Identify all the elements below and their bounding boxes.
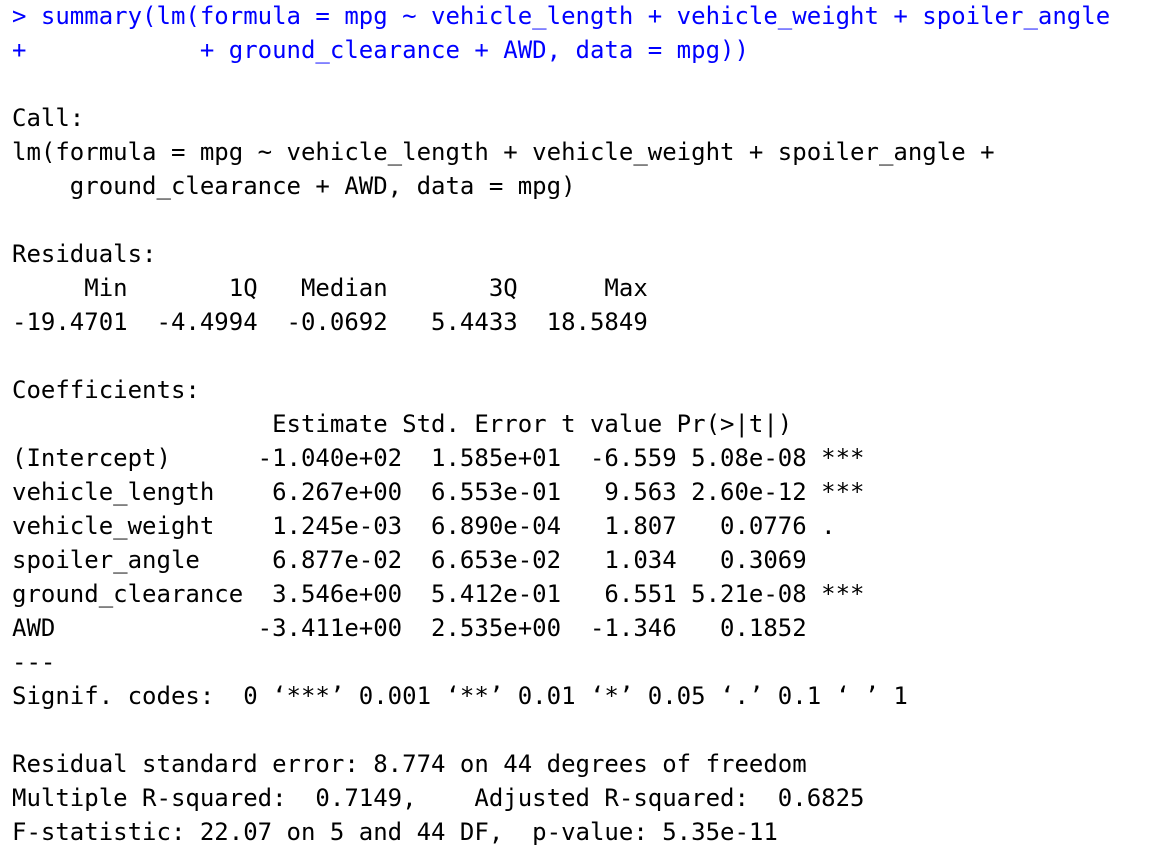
call-formula-line: lm(formula = mpg ~ vehicle_length + vehi… xyxy=(12,138,995,166)
residual-standard-error-line: Residual standard error: 8.774 on 44 deg… xyxy=(12,750,807,778)
call-header: Call: xyxy=(12,104,85,132)
blank-line xyxy=(12,67,1152,101)
coefficient-row-spoiler-angle: spoiler_angle 6.877e-02 6.653e-02 1.034 … xyxy=(12,546,807,574)
coefficient-row-intercept: (Intercept) -1.040e+02 1.585e+01 -6.559 … xyxy=(12,444,865,472)
r-squared-line: Multiple R-squared: 0.7149, Adjusted R-s… xyxy=(12,784,865,812)
signif-codes-line: Signif. codes: 0 ‘***’ 0.001 ‘**’ 0.01 ‘… xyxy=(12,682,908,710)
blank-line xyxy=(12,713,1152,747)
coefficients-column-headers: Estimate Std. Error t value Pr(>|t|) xyxy=(12,410,793,438)
coefficient-row-vehicle-length: vehicle_length 6.267e+00 6.553e-01 9.563… xyxy=(12,478,865,506)
coefficient-row-ground-clearance: ground_clearance 3.546e+00 5.412e-01 6.5… xyxy=(12,580,865,608)
blank-line xyxy=(12,339,1152,373)
coefficient-row-vehicle-weight: vehicle_weight 1.245e-03 6.890e-04 1.807… xyxy=(12,512,836,540)
coefficient-row-awd: AWD -3.411e+00 2.535e+00 -1.346 0.1852 xyxy=(12,614,807,642)
residuals-values: -19.4701 -4.4994 -0.0692 5.4433 18.5849 xyxy=(12,308,648,336)
r-console-output: > summary(lm(formula = mpg ~ vehicle_len… xyxy=(12,0,1152,849)
call-formula-continuation: ground_clearance + AWD, data = mpg) xyxy=(12,172,576,200)
coefficients-header: Coefficients: xyxy=(12,376,200,404)
residuals-column-headers: Min 1Q Median 3Q Max xyxy=(12,274,648,302)
separator-line: --- xyxy=(12,648,56,676)
blank-line xyxy=(12,203,1152,237)
f-statistic-line: F-statistic: 22.07 on 5 and 44 DF, p-val… xyxy=(12,818,778,846)
residuals-header: Residuals: xyxy=(12,240,157,268)
command-line: > summary(lm(formula = mpg ~ vehicle_len… xyxy=(12,2,1111,30)
command-continuation-line: + + ground_clearance + AWD, data = mpg)) xyxy=(12,36,749,64)
